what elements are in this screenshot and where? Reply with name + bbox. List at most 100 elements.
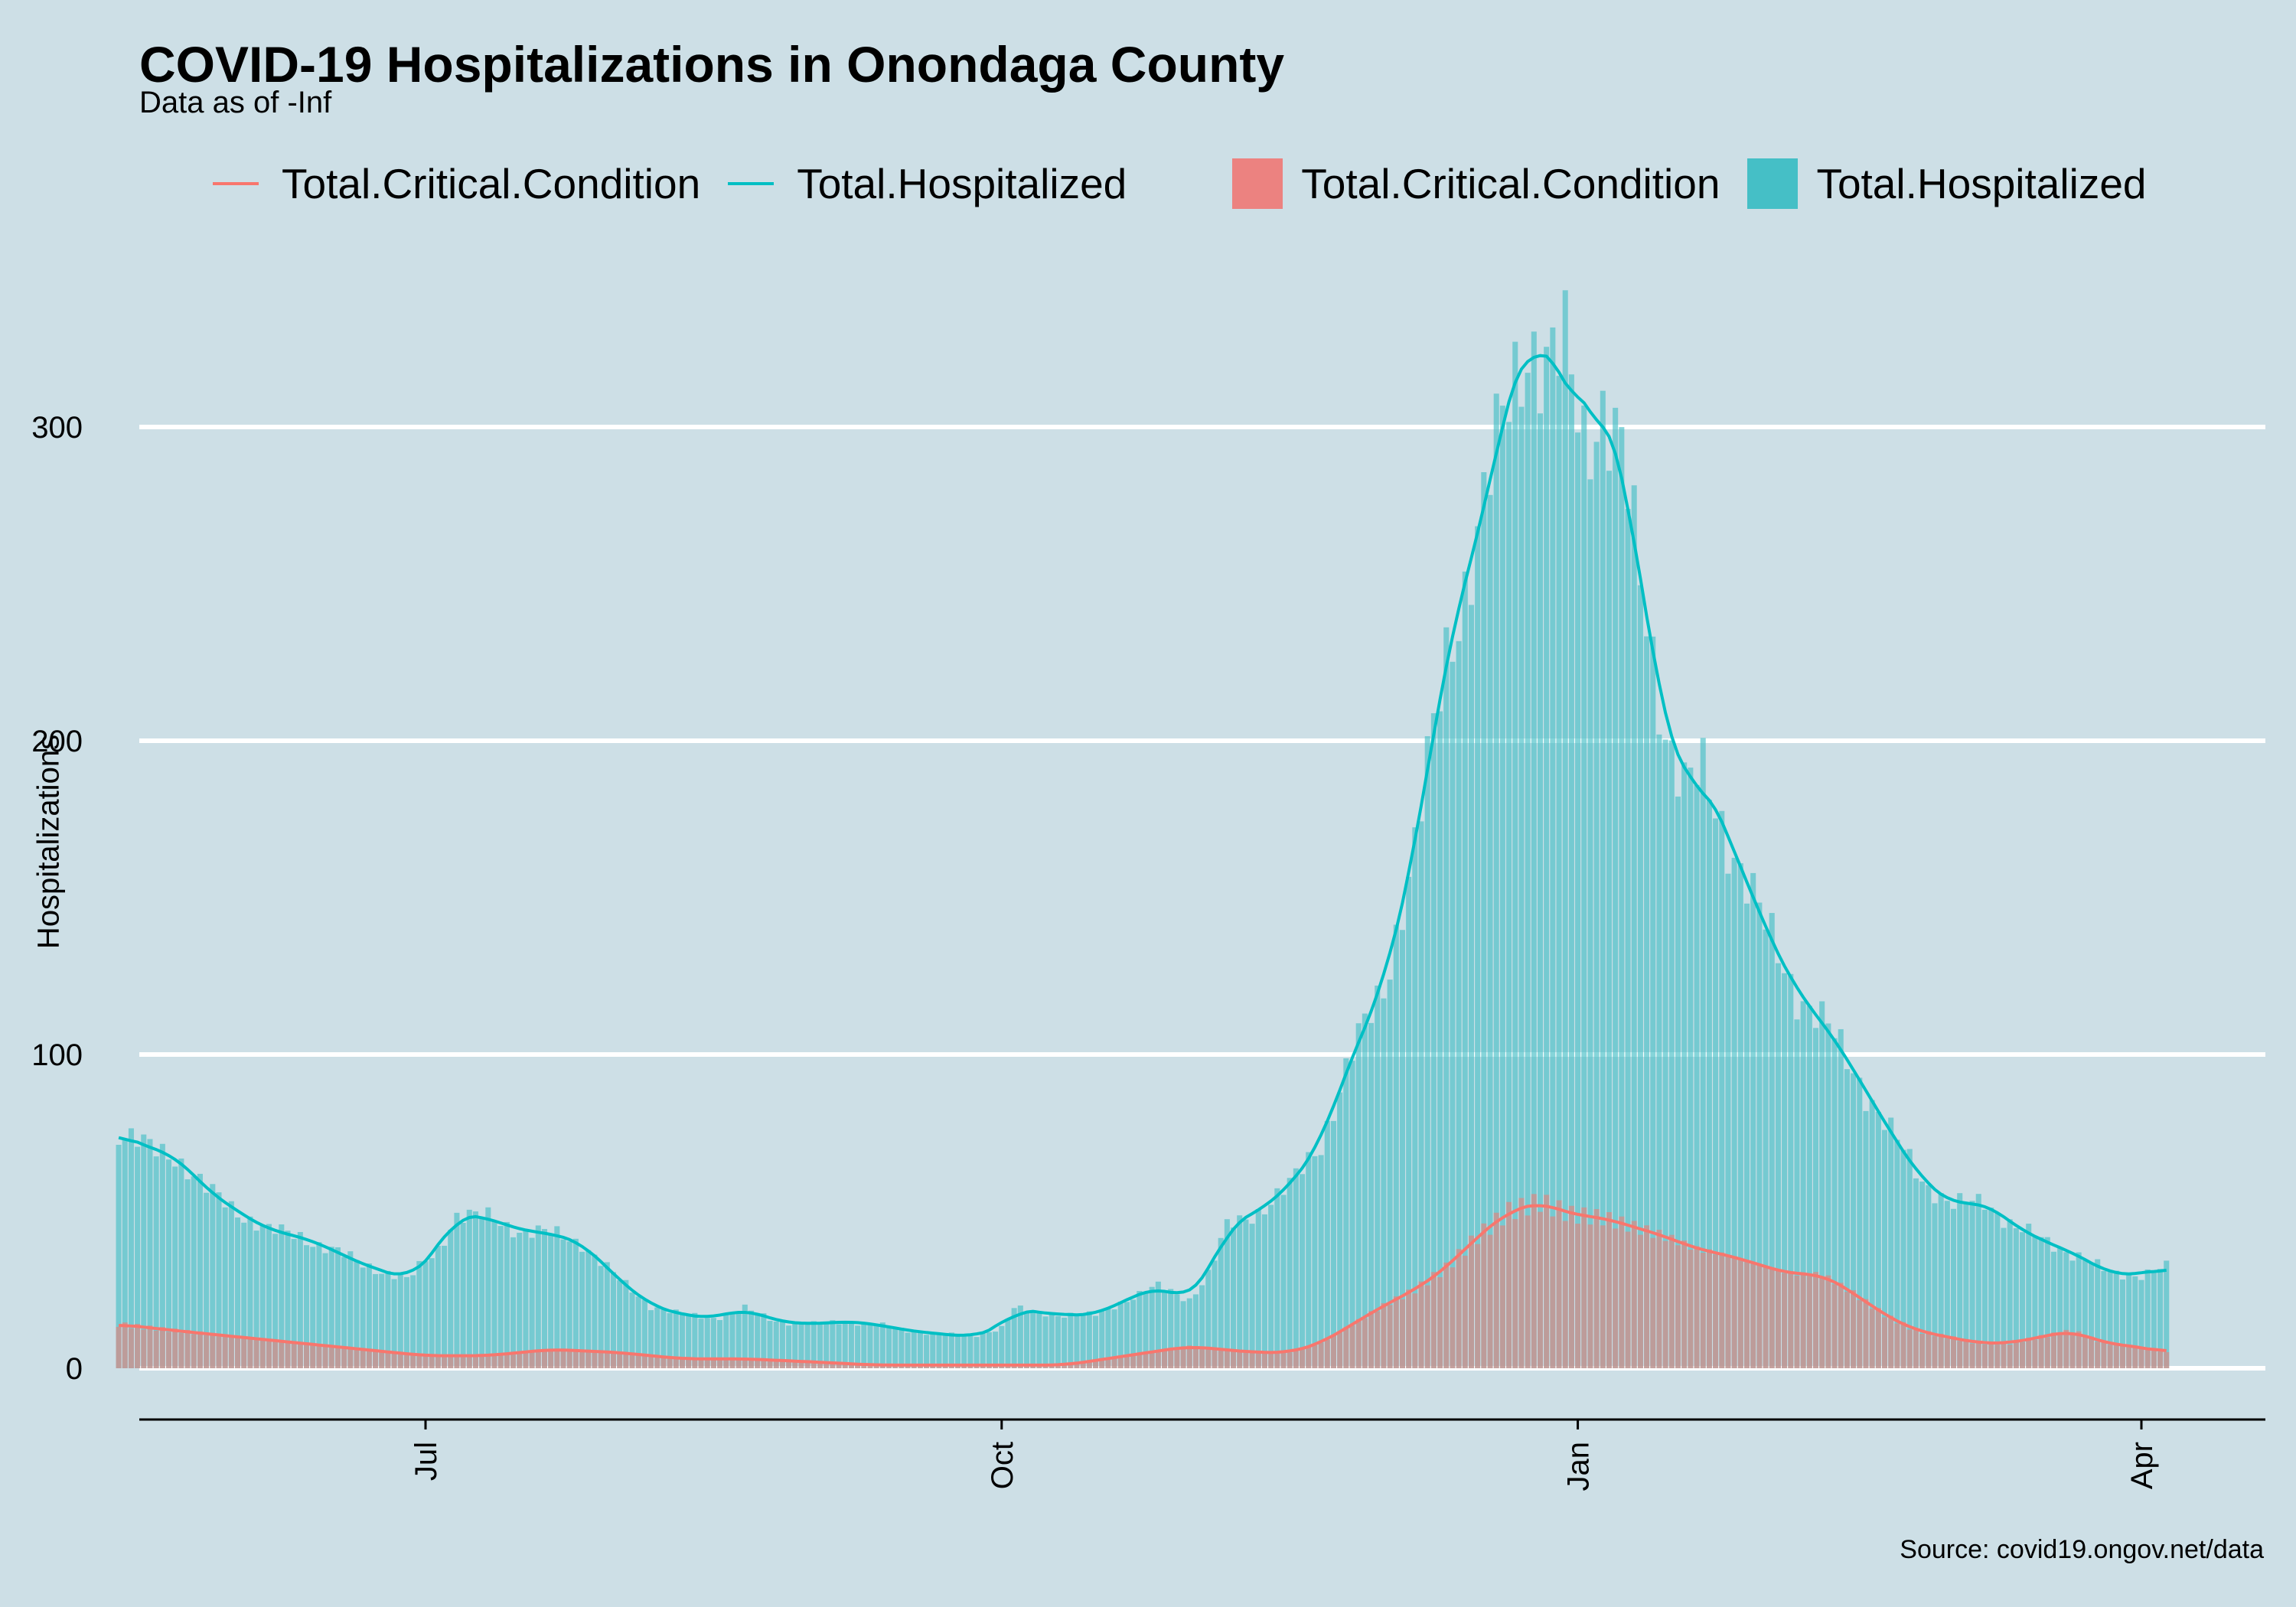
bar-hospitalized xyxy=(592,1254,598,1368)
bar-hospitalized xyxy=(1192,1294,1199,1368)
bar-critical xyxy=(560,1351,566,1368)
bar-critical xyxy=(1368,1311,1375,1368)
bar-critical xyxy=(1074,1363,1080,1368)
bar-critical xyxy=(1274,1352,1280,1368)
bar-critical xyxy=(817,1362,823,1368)
legend-line-hospitalized: Total.Hospitalized xyxy=(728,159,1127,208)
bar-hospitalized xyxy=(1287,1178,1293,1368)
bar-hospitalized xyxy=(1700,738,1706,1368)
bar-hospitalized xyxy=(253,1231,259,1368)
bar-hospitalized xyxy=(2013,1228,2019,1368)
bar-hospitalized xyxy=(598,1266,604,1368)
bar-hospitalized xyxy=(617,1280,623,1368)
bar-hospitalized xyxy=(1782,973,1788,1368)
bar-hospitalized xyxy=(1857,1077,1863,1368)
bar-hospitalized xyxy=(1462,571,1468,1369)
bar-hospitalized xyxy=(397,1274,403,1368)
bar-critical xyxy=(1650,1237,1656,1368)
bar-critical xyxy=(836,1363,842,1368)
bar-hospitalized xyxy=(2164,1260,2170,1368)
bar-critical xyxy=(2132,1347,2138,1368)
bar-hospitalized xyxy=(1418,821,1424,1368)
bar-hospitalized xyxy=(1644,636,1650,1368)
bar-critical xyxy=(1593,1209,1600,1368)
bar-critical xyxy=(623,1354,629,1368)
bar-critical xyxy=(1606,1211,1613,1368)
bar-critical xyxy=(1662,1240,1668,1368)
bar-hospitalized xyxy=(2032,1236,2038,1368)
bar-critical xyxy=(1951,1336,1957,1368)
bar-hospitalized xyxy=(1011,1308,1017,1368)
bar-hospitalized xyxy=(235,1217,241,1368)
bar-critical xyxy=(497,1354,504,1368)
bar-hospitalized xyxy=(1650,636,1656,1368)
bar-hospitalized xyxy=(1944,1201,1950,1368)
bar-critical xyxy=(466,1354,472,1368)
bar-critical xyxy=(804,1361,810,1368)
bar-hospitalized xyxy=(2057,1247,2063,1368)
bar-critical xyxy=(491,1354,497,1368)
bar-critical xyxy=(679,1358,686,1368)
legend-bar-critical: Total.Critical.Condition xyxy=(1232,158,1720,209)
bar-critical xyxy=(122,1322,128,1368)
bar-hospitalized xyxy=(1355,1023,1362,1368)
bar-hospitalized xyxy=(1105,1308,1111,1368)
bar-critical xyxy=(304,1344,310,1368)
bar-critical xyxy=(1099,1358,1105,1368)
bar-critical xyxy=(191,1334,197,1368)
bar-critical xyxy=(686,1359,692,1368)
legend-bar-critical-label: Total.Critical.Condition xyxy=(1301,160,1720,207)
bar-hospitalized xyxy=(191,1176,197,1368)
bar-critical xyxy=(930,1365,936,1368)
bar-critical xyxy=(1212,1348,1218,1368)
bar-hospitalized xyxy=(2126,1273,2132,1368)
bar-critical xyxy=(1969,1343,1975,1368)
bar-hospitalized xyxy=(629,1292,635,1368)
bar-hospitalized xyxy=(504,1221,510,1368)
bar-hospitalized xyxy=(967,1335,974,1368)
bar-critical xyxy=(2144,1349,2151,1368)
bar-hospitalized xyxy=(1544,347,1550,1368)
bar-hospitalized xyxy=(1694,784,1700,1368)
bar-critical xyxy=(554,1348,560,1368)
bar-hospitalized xyxy=(848,1322,854,1368)
bar-critical xyxy=(1437,1277,1443,1368)
bar-critical xyxy=(1424,1285,1430,1368)
bar-hospitalized xyxy=(485,1207,491,1368)
bar-critical xyxy=(842,1363,848,1368)
bar-hospitalized xyxy=(2089,1263,2095,1368)
bar-critical xyxy=(1399,1299,1405,1368)
bar-hospitalized xyxy=(2026,1224,2032,1368)
bar-critical xyxy=(1287,1352,1293,1368)
bar-critical xyxy=(1550,1216,1556,1368)
bar-critical xyxy=(1174,1347,1180,1368)
bar-hospitalized xyxy=(660,1309,667,1368)
bar-critical xyxy=(328,1346,334,1368)
bar-critical xyxy=(1130,1355,1137,1368)
bar-hospitalized xyxy=(1268,1204,1274,1368)
bar-critical xyxy=(592,1350,598,1368)
bar-critical xyxy=(153,1330,159,1368)
bar-hospitalized xyxy=(1249,1224,1255,1368)
bar-critical xyxy=(748,1359,755,1368)
bar-hospitalized xyxy=(442,1245,448,1368)
bar-hospitalized xyxy=(1562,290,1568,1369)
bar-hospitalized xyxy=(347,1251,354,1368)
bar-critical xyxy=(172,1328,178,1368)
bar-hospitalized xyxy=(1750,872,1756,1368)
bar-critical xyxy=(1637,1234,1643,1368)
bar-critical xyxy=(204,1335,210,1368)
bar-critical xyxy=(2138,1347,2144,1368)
bar-hospitalized xyxy=(1581,406,1587,1369)
bar-critical xyxy=(1330,1335,1336,1368)
x-tick-label: Jul xyxy=(409,1442,443,1481)
bar-critical xyxy=(810,1361,817,1368)
bar-critical xyxy=(710,1359,716,1368)
bar-critical xyxy=(1349,1325,1355,1368)
bar-critical xyxy=(598,1352,604,1368)
bar-critical xyxy=(1975,1341,1981,1368)
bar-hospitalized xyxy=(1475,526,1481,1368)
bar-critical xyxy=(1093,1361,1099,1368)
bar-hospitalized xyxy=(836,1324,842,1368)
bar-hospitalized xyxy=(1875,1111,1881,1368)
